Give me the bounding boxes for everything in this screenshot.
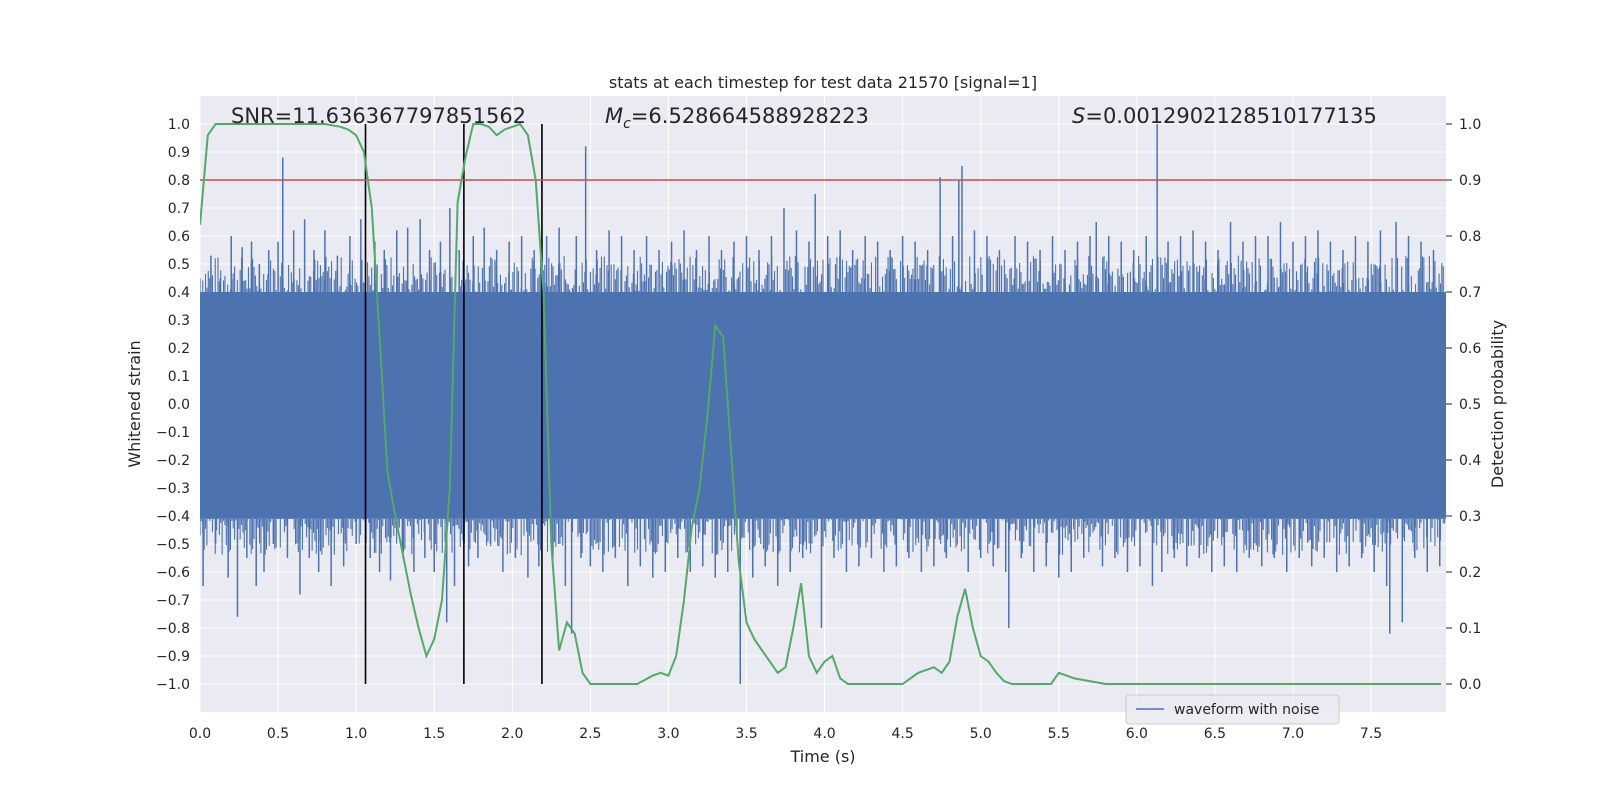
y2-tick-label: 0.3 bbox=[1459, 509, 1481, 525]
vertical-markers bbox=[364, 124, 543, 684]
x-tick-label: 1.5 bbox=[423, 726, 445, 742]
y-tick-label: 0.2 bbox=[168, 341, 190, 357]
y2-tick-label: 0.6 bbox=[1459, 341, 1481, 357]
probability-line bbox=[200, 122, 1442, 685]
y-tick-label: −1.0 bbox=[156, 677, 190, 693]
y-tick-label: −0.1 bbox=[156, 425, 190, 441]
y-tick-label: −0.3 bbox=[156, 481, 190, 497]
chirp-mass-symbol: M bbox=[605, 104, 623, 128]
y-tick-label: −0.5 bbox=[156, 537, 190, 553]
s-value: =0.0012902128510177135 bbox=[1085, 104, 1377, 128]
waveform-band bbox=[200, 292, 1446, 519]
x-tick-label: 7.5 bbox=[1360, 726, 1382, 742]
y-tick-label: −0.2 bbox=[156, 453, 190, 469]
y-tick-label: −0.9 bbox=[156, 649, 190, 665]
legend-label: waveform with noise bbox=[1174, 702, 1319, 718]
x-tick-label: 3.5 bbox=[735, 726, 757, 742]
y-tick-label: 0.0 bbox=[168, 397, 190, 413]
y2-axis-label: Detection probability bbox=[1488, 320, 1507, 488]
y-tick-label: 0.9 bbox=[168, 145, 190, 161]
x-tick-label: 3.0 bbox=[657, 726, 679, 742]
x-tick-label: 5.0 bbox=[970, 726, 992, 742]
x-axis-ticks: 0.0 0.5 1.0 1.5 2.0 2.5 3.0 3.5 4.0 4.5 5.0 5.5 6.0 6… bbox=[189, 726, 1382, 742]
s-annotation: S=0.0012902128510177135 bbox=[1072, 104, 1377, 128]
legend-box bbox=[1125, 694, 1340, 725]
y2-axis-ticks: 1.0 0.9 0.8 0.7 0.6 0.5 0.4 0.3 0.2 0.1 0.0 bbox=[1446, 117, 1481, 693]
y-axis-ticks: 1.0 0.9 0.8 0.7 0.6 0.5 0.4 0.3 0.2 0.1 0.0 −0.1 −0.… bbox=[156, 117, 190, 693]
waveform-series bbox=[200, 124, 1446, 684]
y2-tick-label: 0.2 bbox=[1459, 565, 1481, 581]
y2-tick-label: 0.1 bbox=[1459, 621, 1481, 637]
y-tick-label: 0.3 bbox=[168, 313, 190, 329]
x-tick-label: 5.5 bbox=[1048, 726, 1070, 742]
x-tick-label: 6.0 bbox=[1126, 726, 1148, 742]
probability-series bbox=[200, 122, 1442, 685]
y-tick-label: 1.0 bbox=[168, 117, 190, 133]
y2-tick-label: 0.7 bbox=[1459, 285, 1481, 301]
y-tick-label: 0.8 bbox=[168, 173, 190, 189]
y-tick-label: 0.4 bbox=[168, 285, 190, 301]
chirp-mass-subscript: c bbox=[623, 116, 631, 132]
snr-annotation: SNR=11.636367797851562 bbox=[231, 104, 526, 128]
y-tick-label: 0.7 bbox=[168, 201, 190, 217]
x-tick-label: 1.0 bbox=[345, 726, 367, 742]
chirp-mass-annotation: Mc=6.528664588928223 bbox=[605, 104, 869, 132]
y-tick-label: 0.1 bbox=[168, 369, 190, 385]
y-axis-label: Whitened strain bbox=[125, 340, 144, 467]
y-tick-label: −0.8 bbox=[156, 621, 190, 637]
chart-title: stats at each timestep for test data 215… bbox=[609, 73, 1037, 92]
x-tick-label: 7.0 bbox=[1282, 726, 1304, 742]
y2-tick-label: 0.4 bbox=[1459, 453, 1481, 469]
y2-tick-label: 0.0 bbox=[1459, 677, 1481, 693]
y2-tick-label: 0.8 bbox=[1459, 229, 1481, 245]
x-tick-label: 4.0 bbox=[813, 726, 835, 742]
y-tick-label: −0.4 bbox=[156, 509, 190, 525]
x-tick-label: 4.5 bbox=[891, 726, 913, 742]
x-tick-label: 2.0 bbox=[501, 726, 523, 742]
x-tick-label: 6.5 bbox=[1204, 726, 1226, 742]
y-tick-label: −0.6 bbox=[156, 565, 190, 581]
y-tick-label: −0.7 bbox=[156, 593, 190, 609]
y2-tick-label: 0.9 bbox=[1459, 173, 1481, 189]
x-tick-label: 2.5 bbox=[579, 726, 601, 742]
x-axis-label: Time (s) bbox=[789, 747, 855, 766]
chirp-mass-value: =6.528664588928223 bbox=[631, 104, 869, 128]
y2-tick-label: 1.0 bbox=[1459, 117, 1481, 133]
y2-tick-label: 0.5 bbox=[1459, 397, 1481, 413]
y-tick-label: 0.5 bbox=[168, 257, 190, 273]
x-tick-label: 0.0 bbox=[189, 726, 211, 742]
legend: waveform with noise bbox=[1125, 694, 1340, 725]
x-tick-label: 0.5 bbox=[267, 726, 289, 742]
y-tick-label: 0.6 bbox=[168, 229, 190, 245]
s-symbol: S bbox=[1072, 104, 1085, 128]
